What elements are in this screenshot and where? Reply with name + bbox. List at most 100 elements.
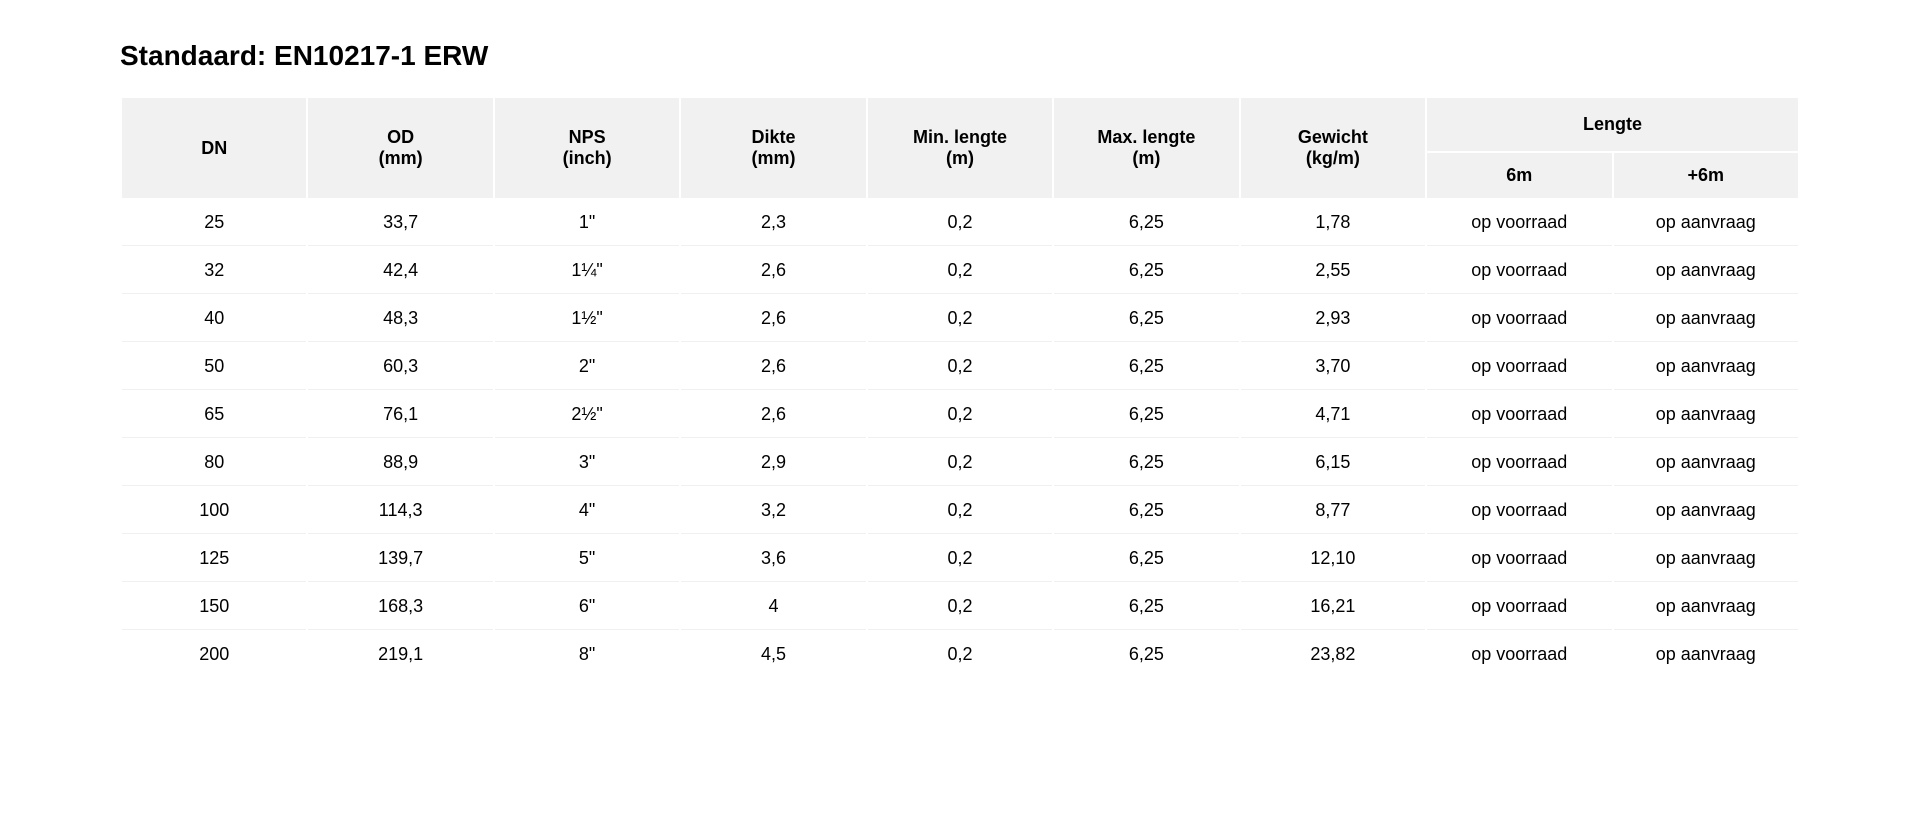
cell-dn: 25 <box>122 200 306 246</box>
col-od: OD(mm) <box>308 98 492 198</box>
col-max-lengte: Max. lengte(m) <box>1054 98 1238 198</box>
table-header: DN OD(mm) NPS(inch) Dikte(mm) Min. lengt… <box>122 98 1798 198</box>
cell-min-lengte: 0,2 <box>868 392 1052 438</box>
cell-dikte: 2,3 <box>681 200 865 246</box>
table-row: 150168,36"40,26,2516,21op voorraadop aan… <box>122 584 1798 630</box>
cell-lengte-6m: op voorraad <box>1427 536 1611 582</box>
cell-od: 168,3 <box>308 584 492 630</box>
cell-lengte-6m: op voorraad <box>1427 632 1611 677</box>
cell-dn: 100 <box>122 488 306 534</box>
cell-od: 88,9 <box>308 440 492 486</box>
cell-min-lengte: 0,2 <box>868 584 1052 630</box>
cell-lengte-6m: op voorraad <box>1427 296 1611 342</box>
cell-dikte: 4 <box>681 584 865 630</box>
cell-gewicht: 3,70 <box>1241 344 1425 390</box>
cell-gewicht: 6,15 <box>1241 440 1425 486</box>
cell-od: 219,1 <box>308 632 492 677</box>
cell-lengte-6m: op voorraad <box>1427 392 1611 438</box>
cell-gewicht: 16,21 <box>1241 584 1425 630</box>
page-title: Standaard: EN10217-1 ERW <box>120 40 1800 72</box>
cell-min-lengte: 0,2 <box>868 296 1052 342</box>
cell-max-lengte: 6,25 <box>1054 200 1238 246</box>
cell-lengte-6m: op voorraad <box>1427 440 1611 486</box>
cell-min-lengte: 0,2 <box>868 344 1052 390</box>
cell-dikte: 2,9 <box>681 440 865 486</box>
cell-dn: 80 <box>122 440 306 486</box>
cell-gewicht: 2,93 <box>1241 296 1425 342</box>
table-row: 6576,12½"2,60,26,254,71op voorraadop aan… <box>122 392 1798 438</box>
cell-lengte-6m: op voorraad <box>1427 488 1611 534</box>
cell-lengte-plus6m: op aanvraag <box>1614 632 1799 677</box>
col-dn: DN <box>122 98 306 198</box>
cell-od: 42,4 <box>308 248 492 294</box>
cell-od: 48,3 <box>308 296 492 342</box>
cell-max-lengte: 6,25 <box>1054 248 1238 294</box>
cell-lengte-plus6m: op aanvraag <box>1614 200 1799 246</box>
col-min-lengte: Min. lengte(m) <box>868 98 1052 198</box>
table-row: 4048,31½"2,60,26,252,93op voorraadop aan… <box>122 296 1798 342</box>
cell-dn: 40 <box>122 296 306 342</box>
col-lengte-plus6m: +6m <box>1614 153 1799 198</box>
cell-dikte: 2,6 <box>681 392 865 438</box>
cell-lengte-plus6m: op aanvraag <box>1614 392 1799 438</box>
cell-dn: 32 <box>122 248 306 294</box>
cell-lengte-6m: op voorraad <box>1427 584 1611 630</box>
cell-max-lengte: 6,25 <box>1054 440 1238 486</box>
cell-max-lengte: 6,25 <box>1054 296 1238 342</box>
cell-od: 139,7 <box>308 536 492 582</box>
table-row: 125139,75"3,60,26,2512,10op voorraadop a… <box>122 536 1798 582</box>
cell-dn: 50 <box>122 344 306 390</box>
cell-dn: 200 <box>122 632 306 677</box>
table-row: 2533,71"2,30,26,251,78op voorraadop aanv… <box>122 200 1798 246</box>
cell-min-lengte: 0,2 <box>868 632 1052 677</box>
table-row: 200219,18"4,50,26,2523,82op voorraadop a… <box>122 632 1798 677</box>
cell-lengte-plus6m: op aanvraag <box>1614 536 1799 582</box>
cell-max-lengte: 6,25 <box>1054 632 1238 677</box>
table-row: 3242,41¼"2,60,26,252,55op voorraadop aan… <box>122 248 1798 294</box>
cell-max-lengte: 6,25 <box>1054 344 1238 390</box>
cell-lengte-plus6m: op aanvraag <box>1614 584 1799 630</box>
col-dikte: Dikte(mm) <box>681 98 865 198</box>
cell-lengte-6m: op voorraad <box>1427 344 1611 390</box>
cell-dikte: 3,6 <box>681 536 865 582</box>
cell-max-lengte: 6,25 <box>1054 392 1238 438</box>
cell-dikte: 2,6 <box>681 296 865 342</box>
cell-lengte-plus6m: op aanvraag <box>1614 488 1799 534</box>
cell-od: 60,3 <box>308 344 492 390</box>
cell-min-lengte: 0,2 <box>868 440 1052 486</box>
cell-lengte-plus6m: op aanvraag <box>1614 440 1799 486</box>
cell-lengte-6m: op voorraad <box>1427 200 1611 246</box>
cell-nps: 3" <box>495 440 679 486</box>
cell-max-lengte: 6,25 <box>1054 584 1238 630</box>
cell-nps: 2½" <box>495 392 679 438</box>
cell-nps: 2" <box>495 344 679 390</box>
col-lengte-6m: 6m <box>1427 153 1611 198</box>
cell-lengte-6m: op voorraad <box>1427 248 1611 294</box>
cell-gewicht: 2,55 <box>1241 248 1425 294</box>
cell-od: 76,1 <box>308 392 492 438</box>
table-body: 2533,71"2,30,26,251,78op voorraadop aanv… <box>122 200 1798 677</box>
cell-gewicht: 8,77 <box>1241 488 1425 534</box>
cell-min-lengte: 0,2 <box>868 200 1052 246</box>
cell-nps: 4" <box>495 488 679 534</box>
table-row: 5060,32"2,60,26,253,70op voorraadop aanv… <box>122 344 1798 390</box>
cell-max-lengte: 6,25 <box>1054 536 1238 582</box>
cell-min-lengte: 0,2 <box>868 536 1052 582</box>
cell-dn: 150 <box>122 584 306 630</box>
cell-gewicht: 23,82 <box>1241 632 1425 677</box>
col-gewicht: Gewicht(kg/m) <box>1241 98 1425 198</box>
cell-dikte: 2,6 <box>681 248 865 294</box>
cell-nps: 8" <box>495 632 679 677</box>
col-lengte-group: Lengte <box>1427 98 1798 151</box>
cell-dikte: 4,5 <box>681 632 865 677</box>
specs-table: DN OD(mm) NPS(inch) Dikte(mm) Min. lengt… <box>120 96 1800 679</box>
cell-min-lengte: 0,2 <box>868 248 1052 294</box>
cell-nps: 6" <box>495 584 679 630</box>
col-nps: NPS(inch) <box>495 98 679 198</box>
cell-dn: 125 <box>122 536 306 582</box>
cell-nps: 1" <box>495 200 679 246</box>
cell-od: 33,7 <box>308 200 492 246</box>
cell-gewicht: 12,10 <box>1241 536 1425 582</box>
cell-od: 114,3 <box>308 488 492 534</box>
cell-gewicht: 1,78 <box>1241 200 1425 246</box>
